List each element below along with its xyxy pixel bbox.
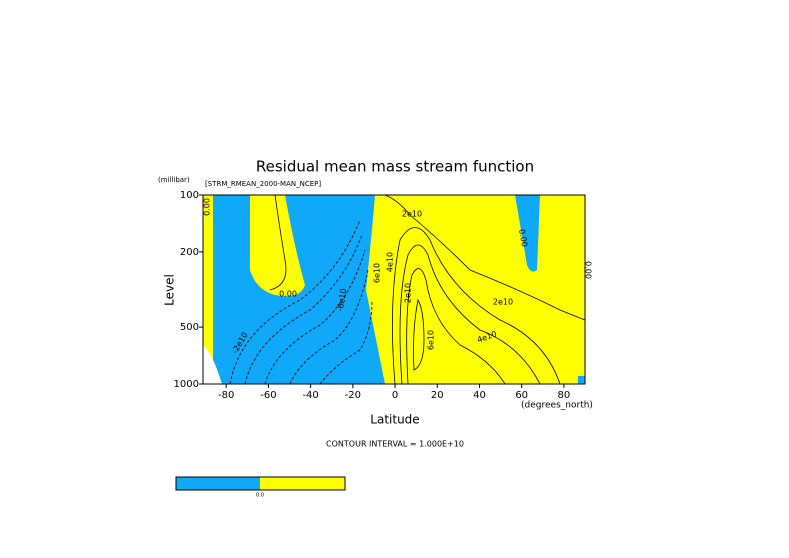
y-axis-label: Level	[163, 274, 177, 306]
plot-frame	[202, 194, 586, 385]
contour-interval: CONTOUR INTERVAL = 1.000E+10	[326, 440, 464, 449]
contour-label: -6e10	[336, 288, 349, 312]
y-tick-label: 200	[180, 247, 199, 258]
x-tick-label: -60	[260, 390, 276, 401]
chart-title: Residual mean mass stream function	[256, 158, 534, 176]
contour-label: 0.00	[203, 198, 212, 216]
contour-line	[399, 244, 541, 385]
x-tick-label: -20	[345, 390, 361, 401]
contour-line	[406, 268, 506, 385]
contour-label: 2e10	[402, 210, 422, 219]
x-tick-label: 20	[431, 390, 444, 401]
x-tick-label: 40	[473, 390, 486, 401]
contour-label: 0.00	[517, 228, 529, 247]
y-tick-label: 1000	[174, 379, 199, 390]
colorbar-swatch	[176, 477, 260, 490]
contour-line	[269, 194, 287, 291]
colorbar: 0.0	[175, 476, 346, 499]
x-tick-label: -80	[218, 390, 234, 401]
contour-label: 2e10	[404, 283, 413, 303]
y-units: (millibar)	[158, 176, 190, 184]
colorbar-frame	[175, 476, 346, 491]
positive-region	[203, 195, 213, 345]
x-tick-label: 60	[515, 390, 528, 401]
contour-label: 0.00	[584, 261, 593, 279]
negative-region	[578, 376, 585, 384]
contour-line	[289, 269, 369, 385]
x-tick-label: 80	[558, 390, 571, 401]
x-tick-label: -40	[302, 390, 318, 401]
x-units: (degrees_north)	[521, 401, 593, 411]
contour-line	[229, 219, 361, 385]
y-tick-label: 500	[180, 322, 199, 333]
colorbar-label: 0.0	[256, 493, 264, 499]
contour-label: 6e10	[373, 263, 382, 283]
x-axis-label: Latitude	[370, 413, 419, 427]
contour-line	[384, 194, 586, 321]
plot-fill	[203, 195, 585, 384]
contours	[229, 194, 586, 385]
y-tick-label: 100	[180, 190, 199, 201]
negative-region	[515, 195, 540, 272]
colorbar-swatch	[260, 477, 345, 490]
subtitle: [STRM_RMEAN_2000-MAN_NCEP]	[205, 180, 321, 188]
missing-region	[203, 345, 222, 384]
contour-line	[244, 234, 363, 385]
contour-label: 6e10	[427, 330, 436, 350]
contour-line	[413, 298, 425, 371]
x-tick-label: 0	[392, 390, 398, 401]
contour-line	[392, 227, 561, 385]
contour-line	[319, 299, 373, 385]
negative-region	[203, 195, 385, 384]
contour-label: 0.00	[279, 290, 297, 299]
contour-line	[264, 249, 366, 385]
contour-label: 4e10	[386, 252, 395, 272]
contour-label: 2e10	[493, 298, 513, 307]
